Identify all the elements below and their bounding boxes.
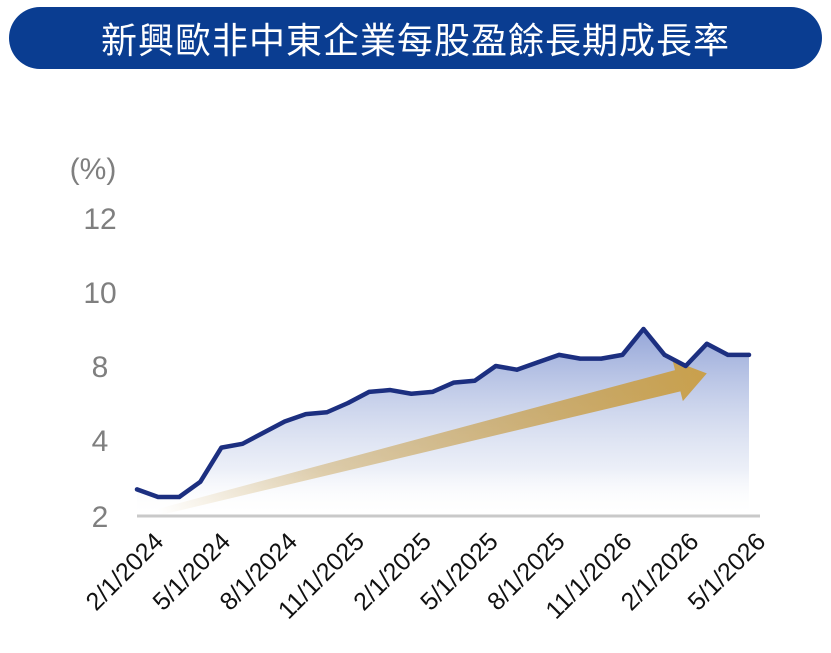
data-point: [240, 441, 245, 446]
y-axis-unit: (%): [70, 153, 117, 186]
data-point: [599, 356, 604, 361]
data-point: [620, 352, 625, 357]
data-point: [219, 445, 224, 450]
data-point: [135, 487, 139, 492]
data-point: [261, 430, 266, 435]
y-tick-label: 12: [83, 203, 116, 236]
data-point: [177, 495, 182, 499]
data-point: [156, 495, 161, 499]
y-tick-label: 4: [92, 425, 109, 458]
data-point: [747, 352, 751, 357]
area-fill: [137, 329, 749, 516]
title-banner: 新興歐非中東企業每股盈餘長期成長率: [9, 7, 822, 69]
data-point: [346, 401, 351, 405]
data-point: [303, 412, 308, 417]
data-point: [451, 380, 456, 385]
data-point: [388, 388, 393, 393]
data-point: [578, 356, 583, 361]
y-tick-label: 8: [92, 351, 109, 384]
series-line: [134, 326, 752, 500]
data-point: [493, 364, 498, 368]
data-point: [662, 352, 667, 357]
data-point: [367, 389, 372, 394]
data-point: [430, 389, 435, 394]
data-point: [557, 352, 562, 357]
data-point: [409, 391, 414, 396]
trend-arrow: [157, 360, 707, 516]
data-point: [683, 364, 688, 368]
data-point: [725, 352, 730, 357]
data-point: [641, 327, 646, 331]
y-tick-label: 2: [92, 501, 109, 534]
data-point: [535, 360, 540, 365]
data-point: [198, 479, 203, 484]
data-point: [704, 341, 709, 346]
data-point: [282, 419, 287, 424]
chart-title: 新興歐非中東企業每股盈餘長期成長率: [100, 21, 730, 62]
trend-arrow-shape: [157, 360, 707, 516]
data-point: [514, 367, 519, 372]
data-point: [472, 378, 477, 383]
data-point: [324, 410, 329, 415]
y-tick-label: 10: [83, 277, 116, 310]
